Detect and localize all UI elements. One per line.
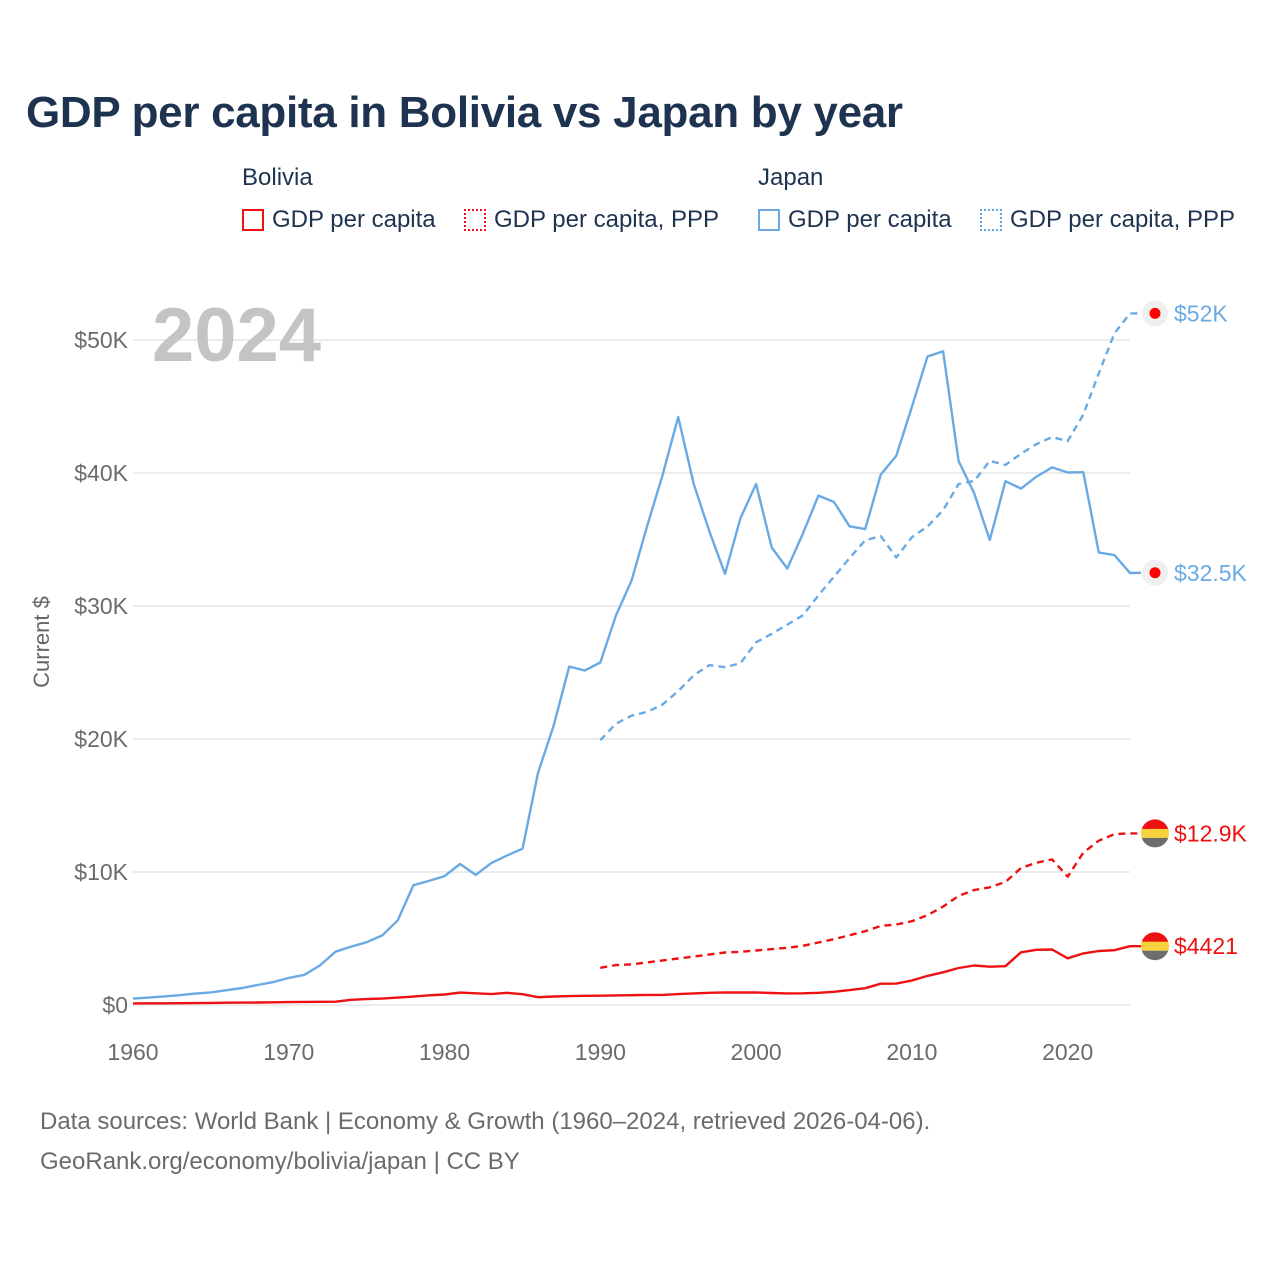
flag-yellow-band (1141, 941, 1169, 951)
legend-swatch-solid-icon (758, 209, 780, 231)
y-tick-label: $40K (74, 460, 128, 486)
y-tick-label: $0 (102, 992, 128, 1018)
x-tick-label: 1980 (419, 1039, 470, 1065)
legend-item-japan-gdp[interactable]: GDP per capita (758, 204, 952, 236)
series-lines (132, 312, 1142, 1005)
grid: $0 $10K $20K $30K $40K $50K 1960 1970 1980 1990 20… (74, 327, 1130, 1065)
end-markers (1141, 300, 1169, 961)
end-value-label: $4421 (1174, 933, 1238, 959)
bolivia-flag-icon (1141, 819, 1169, 848)
legend-item-bolivia-gdp-ppp[interactable]: GDP per capita, PPP (464, 204, 719, 236)
legend-swatch-solid-icon (242, 209, 264, 231)
legend-label: GDP per capita, PPP (494, 206, 719, 233)
legend-group-japan: Japan (758, 164, 824, 191)
y-axis-title: Current $ (29, 596, 54, 688)
legend-label: GDP per capita (788, 206, 952, 233)
flag-yellow-band (1141, 828, 1169, 838)
x-tick-label: 2020 (1042, 1039, 1093, 1065)
y-tick-label: $20K (74, 726, 128, 752)
y-tick-label: $50K (74, 327, 128, 353)
legend-group-bolivia: Bolivia (242, 164, 313, 191)
y-tick-label: $30K (74, 593, 128, 619)
end-value-label: $32.5K (1174, 560, 1248, 586)
end-value-label: $52K (1174, 300, 1228, 326)
legend-swatch-dotted-icon (980, 209, 1002, 231)
x-tick-label: 2010 (886, 1039, 937, 1065)
chart-title: GDP per capita in Bolivia vs Japan by ye… (26, 88, 903, 137)
flag-red-band (1141, 932, 1169, 943)
end-value-label: $12.9K (1174, 820, 1248, 846)
legend-item-japan-gdp-ppp[interactable]: GDP per capita, PPP (980, 204, 1235, 236)
flag-green-band (1141, 837, 1169, 848)
legend-label: GDP per capita, PPP (1010, 206, 1235, 233)
japan-flag-dot (1149, 567, 1161, 579)
x-tick-label: 1960 (107, 1039, 158, 1065)
x-tick-label: 1990 (575, 1039, 626, 1065)
source-text: Data sources: World Bank | Economy & Gro… (40, 1108, 931, 1135)
y-tick-label: $10K (74, 859, 128, 885)
series-line-1 (599, 312, 1141, 742)
series-line-2 (132, 945, 1141, 1005)
legend-label: GDP per capita (272, 206, 436, 233)
japan-flag-dot (1149, 307, 1161, 319)
source-url[interactable]: GeoRank.org/economy/bolivia/japan | CC B… (40, 1148, 520, 1175)
legend-item-bolivia-gdp[interactable]: GDP per capita (242, 204, 436, 236)
series-line-3 (600, 832, 1141, 969)
x-tick-label: 1970 (263, 1039, 314, 1065)
year-watermark: 2024 (152, 293, 322, 378)
x-tick-label: 2000 (731, 1039, 782, 1065)
legend-swatch-dotted-icon (464, 209, 486, 231)
bolivia-flag-icon (1141, 932, 1169, 961)
flag-red-band (1141, 819, 1169, 830)
end-labels: $32.5K $52K $4421 $12.9K (1174, 300, 1248, 959)
flag-green-band (1141, 950, 1169, 961)
series-line-0 (132, 350, 1142, 1000)
